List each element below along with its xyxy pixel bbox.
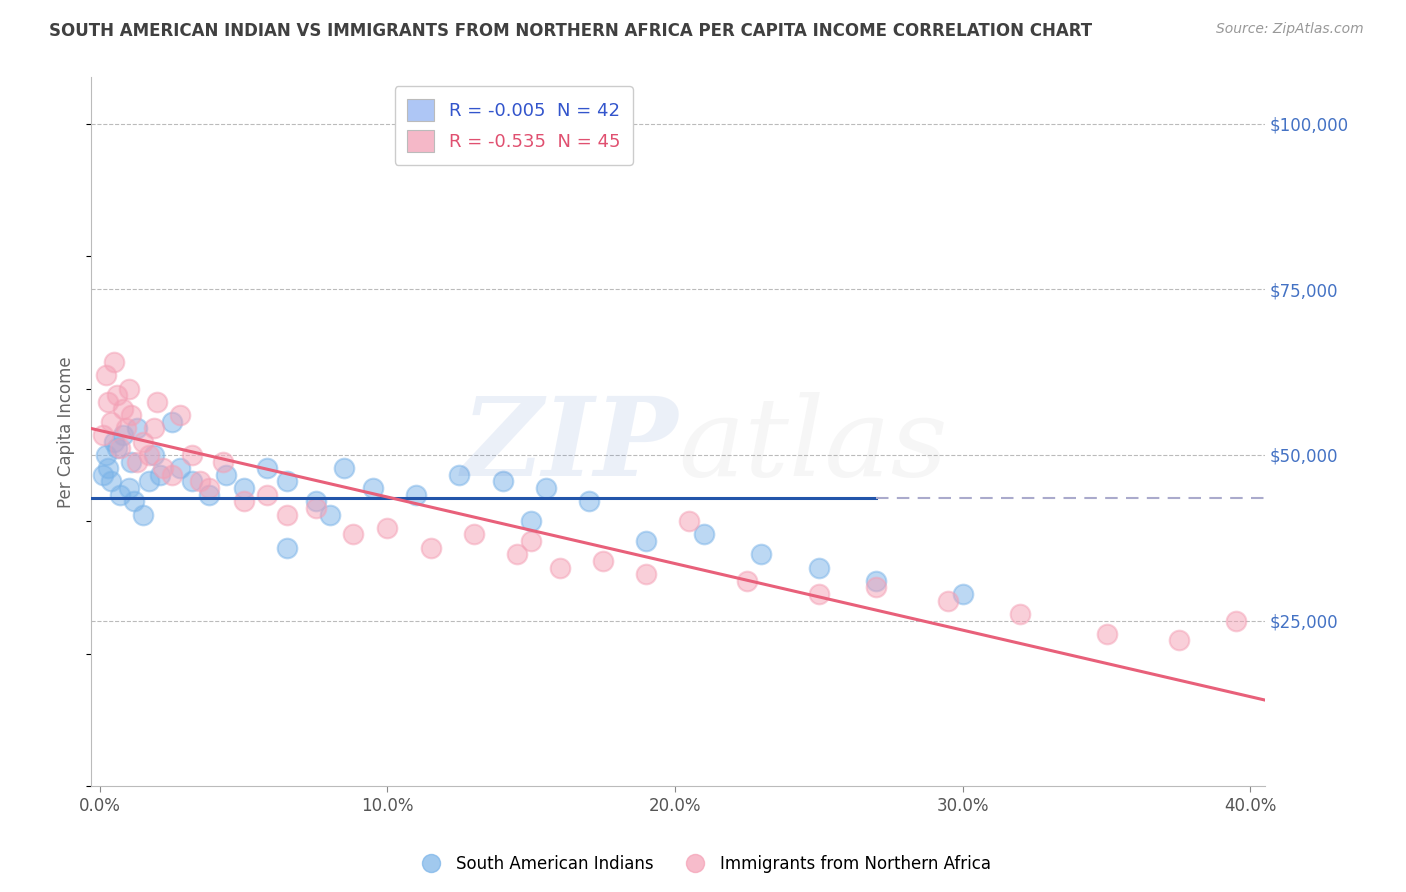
- Point: [304, 494, 326, 508]
- Point: [232, 481, 254, 495]
- Point: [105, 442, 128, 456]
- Point: [751, 547, 773, 561]
- Point: [592, 554, 614, 568]
- Point: [534, 481, 557, 495]
- Point: [108, 442, 131, 456]
- Point: [117, 481, 139, 495]
- Text: Source: ZipAtlas.com: Source: ZipAtlas.com: [1216, 22, 1364, 37]
- Point: [117, 382, 139, 396]
- Point: [520, 514, 543, 528]
- Legend: South American Indians, Immigrants from Northern Africa: South American Indians, Immigrants from …: [408, 848, 998, 880]
- Point: [108, 488, 131, 502]
- Point: [865, 574, 887, 588]
- Point: [319, 508, 342, 522]
- Point: [735, 574, 758, 588]
- Point: [120, 454, 142, 468]
- Point: [232, 494, 254, 508]
- Point: [506, 547, 529, 561]
- Point: [198, 481, 221, 495]
- Point: [198, 488, 221, 502]
- Point: [636, 534, 658, 549]
- Point: [143, 448, 166, 462]
- Point: [449, 467, 471, 482]
- Point: [132, 508, 155, 522]
- Point: [463, 527, 485, 541]
- Point: [865, 581, 887, 595]
- Point: [256, 488, 278, 502]
- Point: [520, 534, 543, 549]
- Point: [212, 454, 235, 468]
- Point: [120, 409, 142, 423]
- Point: [94, 368, 117, 383]
- Point: [938, 593, 960, 607]
- Point: [405, 488, 427, 502]
- Point: [105, 388, 128, 402]
- Point: [190, 475, 212, 489]
- Point: [215, 467, 238, 482]
- Point: [304, 500, 326, 515]
- Point: [91, 467, 114, 482]
- Point: [377, 521, 399, 535]
- Point: [103, 434, 125, 449]
- Point: [169, 461, 191, 475]
- Point: [169, 409, 191, 423]
- Point: [693, 527, 716, 541]
- Point: [111, 428, 134, 442]
- Point: [807, 560, 830, 574]
- Point: [256, 461, 278, 475]
- Point: [97, 461, 120, 475]
- Point: [149, 467, 172, 482]
- Point: [100, 415, 122, 429]
- Point: [127, 421, 149, 435]
- Text: ZIP: ZIP: [461, 392, 678, 500]
- Point: [1167, 633, 1189, 648]
- Point: [952, 587, 974, 601]
- Point: [127, 454, 149, 468]
- Point: [180, 475, 202, 489]
- Point: [138, 448, 160, 462]
- Point: [419, 541, 441, 555]
- Point: [146, 395, 169, 409]
- Point: [132, 434, 155, 449]
- Y-axis label: Per Capita Income: Per Capita Income: [58, 356, 75, 508]
- Point: [160, 467, 183, 482]
- Point: [124, 494, 146, 508]
- Point: [548, 560, 571, 574]
- Text: atlas: atlas: [678, 392, 948, 500]
- Point: [276, 541, 298, 555]
- Point: [636, 567, 658, 582]
- Point: [143, 421, 166, 435]
- Point: [361, 481, 384, 495]
- Point: [276, 508, 298, 522]
- Point: [114, 421, 136, 435]
- Point: [160, 415, 183, 429]
- Point: [100, 475, 122, 489]
- Point: [94, 448, 117, 462]
- Point: [1225, 614, 1247, 628]
- Legend: R = -0.005  N = 42, R = -0.535  N = 45: R = -0.005 N = 42, R = -0.535 N = 45: [395, 87, 633, 165]
- Point: [1010, 607, 1032, 621]
- Point: [333, 461, 356, 475]
- Point: [678, 514, 700, 528]
- Point: [180, 448, 202, 462]
- Point: [807, 587, 830, 601]
- Point: [152, 461, 174, 475]
- Point: [91, 428, 114, 442]
- Point: [578, 494, 600, 508]
- Point: [138, 475, 160, 489]
- Point: [103, 355, 125, 369]
- Point: [491, 475, 513, 489]
- Point: [342, 527, 364, 541]
- Point: [276, 475, 298, 489]
- Point: [111, 401, 134, 416]
- Point: [1095, 627, 1118, 641]
- Point: [97, 395, 120, 409]
- Text: SOUTH AMERICAN INDIAN VS IMMIGRANTS FROM NORTHERN AFRICA PER CAPITA INCOME CORRE: SOUTH AMERICAN INDIAN VS IMMIGRANTS FROM…: [49, 22, 1092, 40]
